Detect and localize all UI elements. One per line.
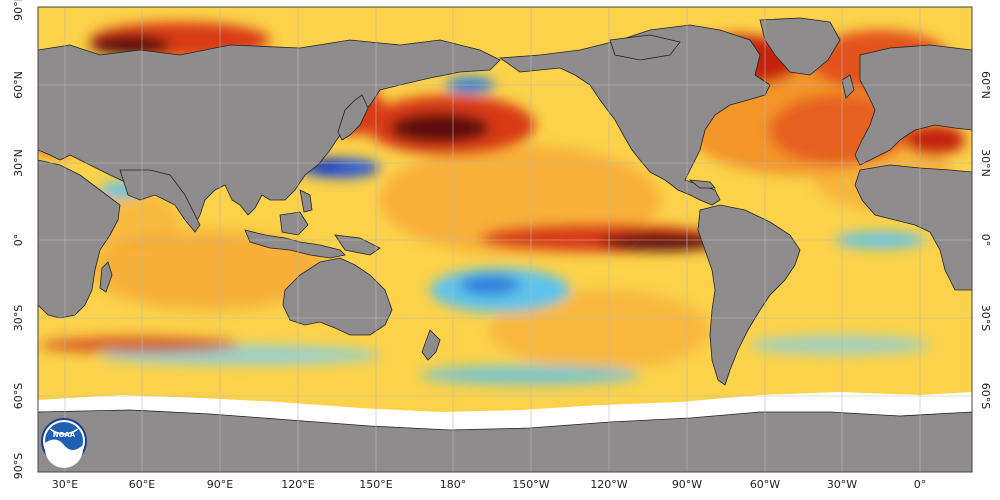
antarctica-land: [38, 409, 972, 472]
lat-label-right: 60°S: [979, 383, 992, 409]
lon-label: 90°W: [672, 478, 702, 491]
greenland-land: [759, 17, 841, 76]
lat-label-left: 60°S: [12, 383, 25, 409]
lat-label-left: 30°N: [12, 149, 25, 177]
lon-label: 60°E: [129, 478, 155, 491]
lon-label: 30°W: [827, 478, 857, 491]
arctic-islands: [609, 34, 681, 61]
japan-land: [337, 94, 369, 141]
uk-land: [841, 74, 855, 99]
cuba-land: [688, 179, 716, 189]
lat-label-left: 60°N: [12, 71, 25, 99]
land-masses: [38, 17, 972, 386]
lon-label: 120°W: [590, 478, 627, 491]
latitude-labels-right: 60°N 30°N 0° 30°S 60°S: [979, 71, 992, 409]
lat-label-left: 0°: [12, 234, 25, 247]
graticule: [38, 7, 972, 472]
noaa-logo-text: NOAA: [53, 431, 76, 439]
new-zealand-land: [421, 329, 441, 361]
arabia-india-land: [119, 169, 201, 233]
lat-label-right: 0°: [979, 234, 992, 247]
south-america-land: [697, 204, 801, 386]
africa-land: [38, 159, 121, 319]
lon-label: 150°W: [512, 478, 549, 491]
philippines-land: [299, 189, 313, 213]
europe-land: [854, 44, 972, 166]
noaa-logo-icon: NOAA: [41, 418, 87, 468]
west-africa-land: [854, 164, 972, 291]
lat-label-left: 30°S: [12, 305, 25, 331]
lat-label-right: 30°N: [979, 149, 992, 177]
map-frame: [37, 6, 973, 473]
lon-label: 0°: [914, 478, 927, 491]
lon-label: 90°E: [207, 478, 233, 491]
lon-label: 60°W: [750, 478, 780, 491]
lon-label: 150°E: [359, 478, 392, 491]
lat-label-left: 90°N: [12, 0, 25, 21]
longitude-labels: 30°E 60°E 90°E 120°E 150°E 180° 150°W 12…: [52, 478, 926, 491]
indonesia-land: [244, 229, 346, 259]
lon-label: 120°E: [281, 478, 314, 491]
madagascar-land: [99, 261, 113, 293]
lat-label-right: 60°N: [979, 71, 992, 99]
latitude-labels-left: 90°N 60°N 30°N 0° 30°S 60°S 90°S: [12, 0, 25, 479]
australia-land: [282, 257, 393, 336]
borneo-land: [279, 211, 309, 236]
lat-label-left: 90°S: [12, 453, 25, 479]
lon-label: 30°E: [52, 478, 78, 491]
lat-label-right: 30°S: [979, 305, 992, 331]
lon-label: 180°: [440, 478, 467, 491]
